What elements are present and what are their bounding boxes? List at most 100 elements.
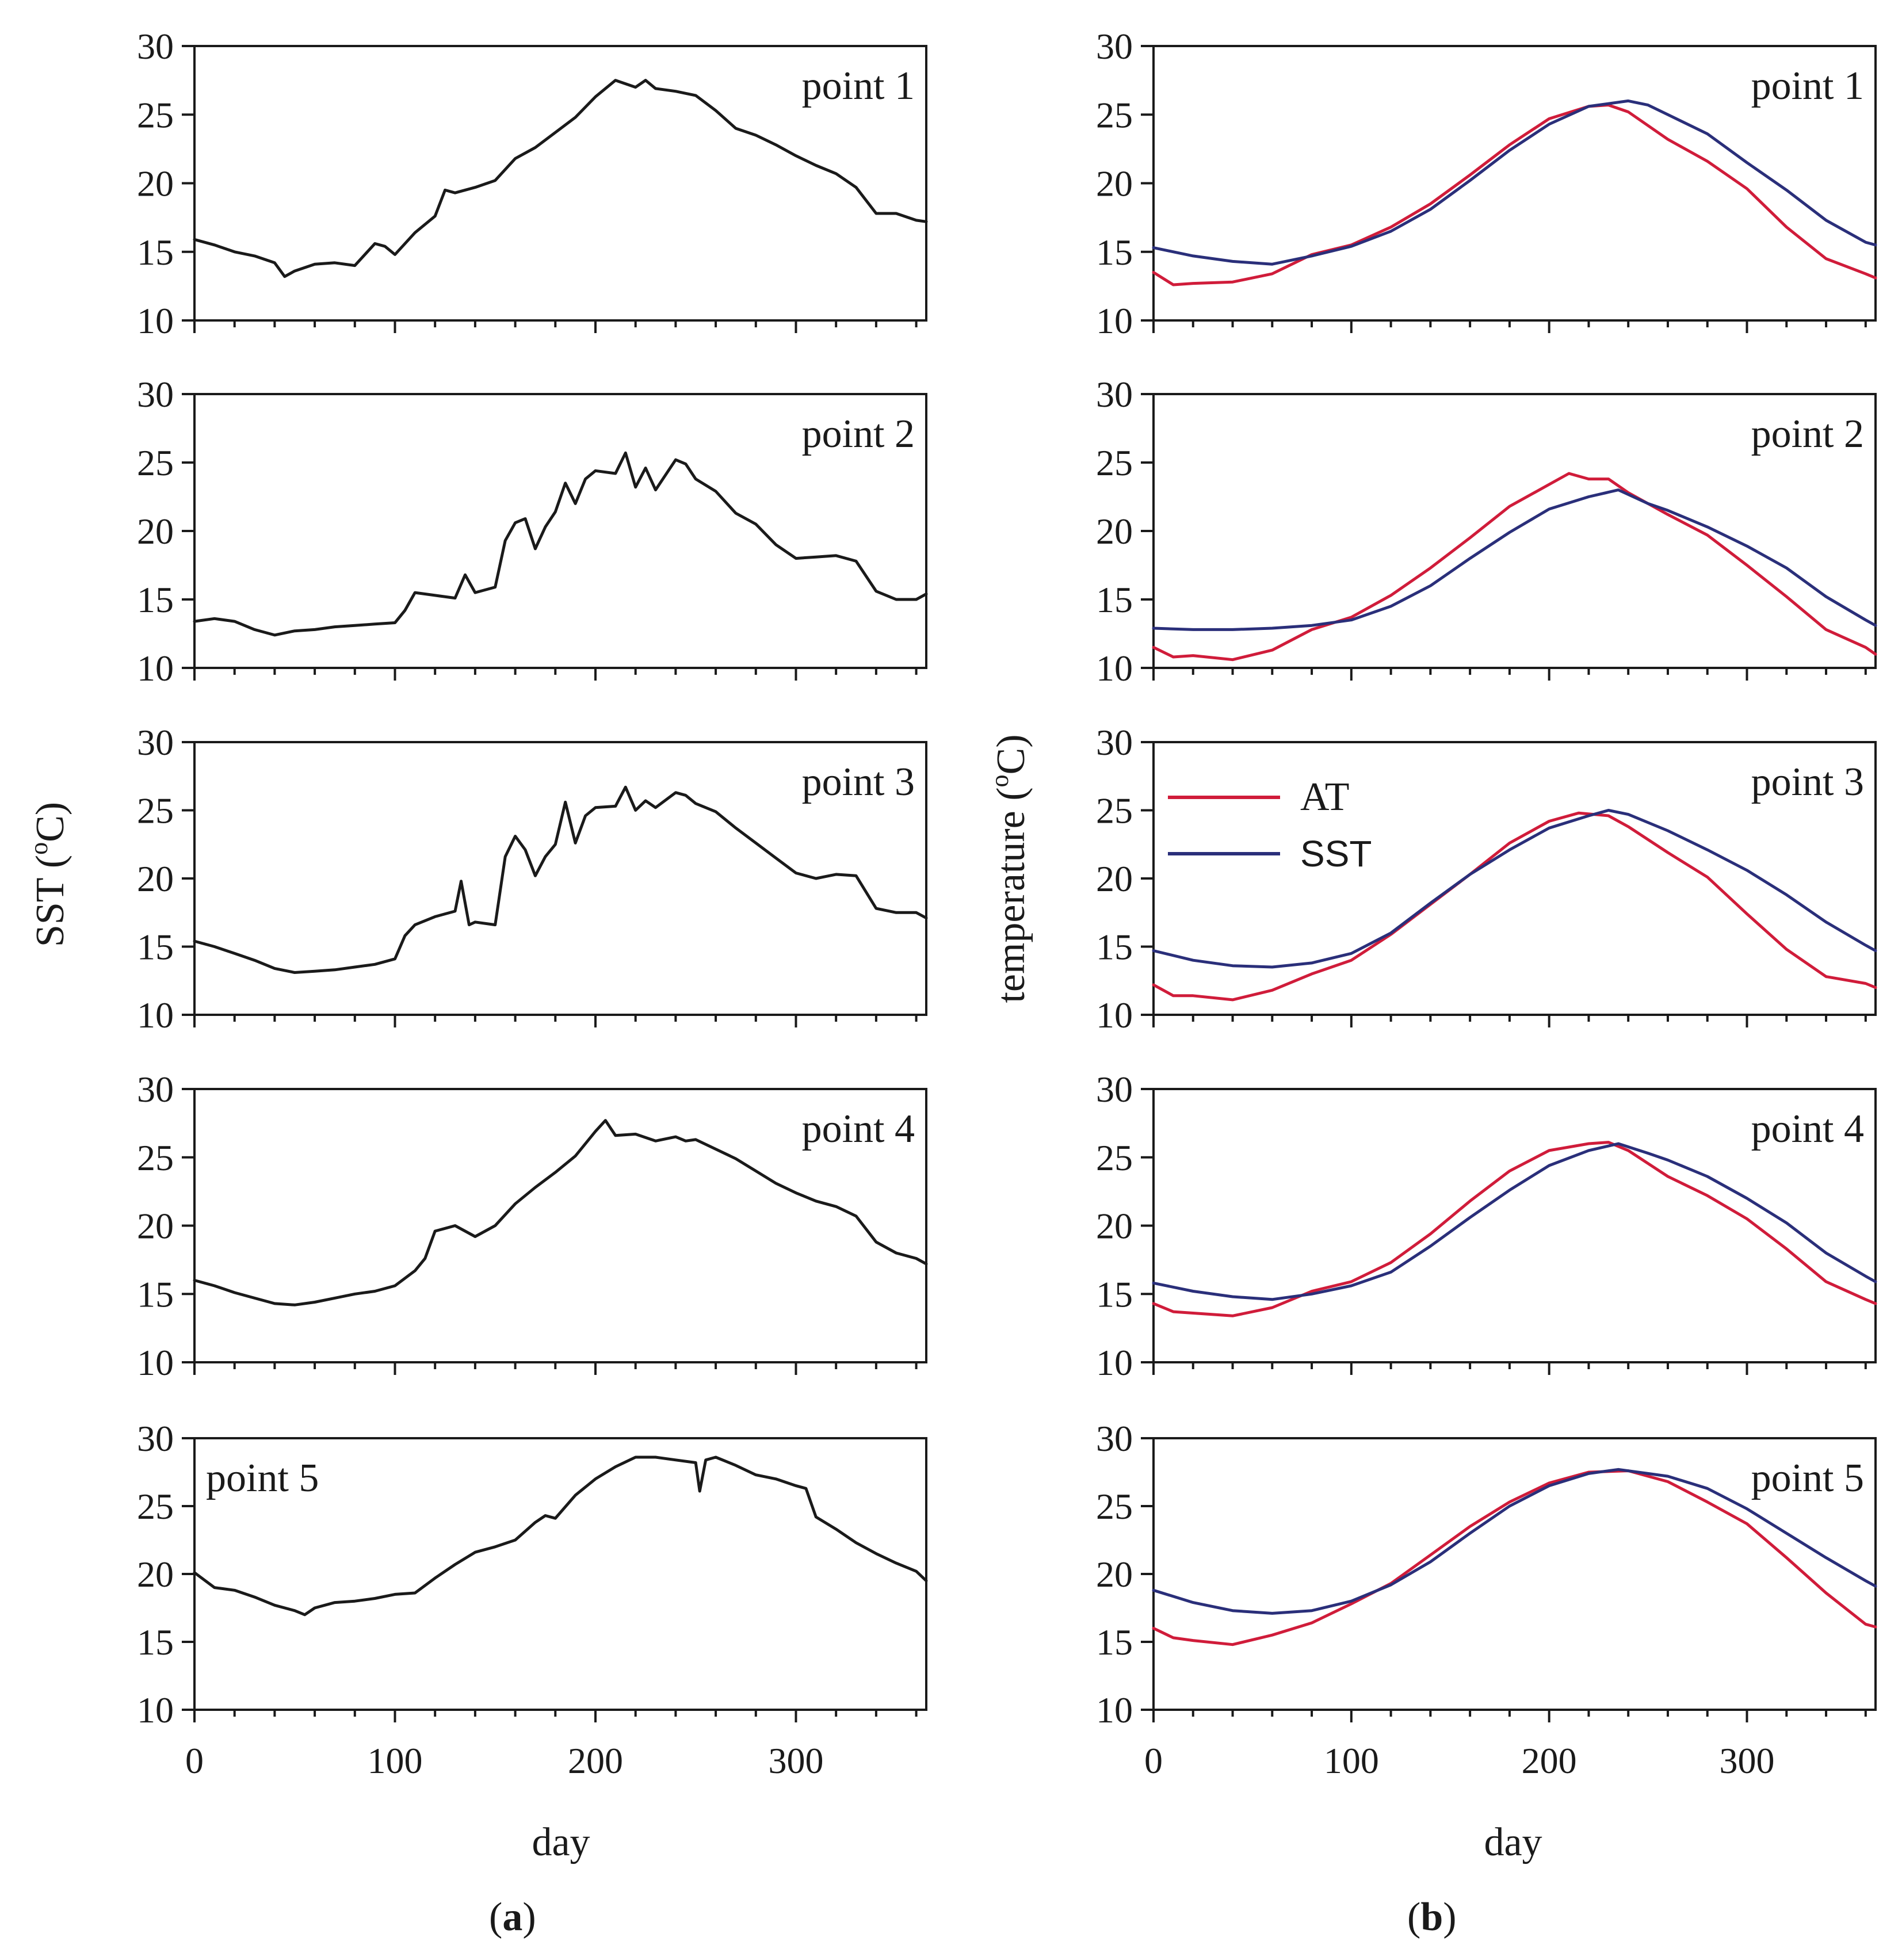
- x-tick-label: 200: [568, 1740, 623, 1781]
- panel-label: point 3: [802, 760, 915, 804]
- y-tick-label: 30: [137, 26, 174, 67]
- y-tick-label: 20: [1096, 858, 1133, 899]
- panel-label: point 1: [802, 64, 915, 108]
- series-line-at: [1152, 811, 1877, 1002]
- series-line-sst: [1152, 488, 1877, 631]
- y-tick-label: 20: [1096, 163, 1133, 204]
- series-line-sst: [1152, 1468, 1877, 1615]
- series-line-sst: [1152, 809, 1877, 969]
- y-axis-title-a: SST (oC): [25, 802, 72, 947]
- y-tick-label: 20: [137, 1206, 174, 1247]
- y-tick-label: 10: [137, 648, 174, 689]
- y-tick-label: 10: [1096, 300, 1133, 341]
- y-tick-label: 15: [137, 232, 174, 273]
- y-tick-label: 10: [137, 300, 174, 341]
- y-tick-label: 15: [1096, 232, 1133, 273]
- y-tick-label: 30: [1096, 722, 1133, 763]
- y-tick-label: 10: [137, 995, 174, 1036]
- y-tick-label: 25: [1096, 1486, 1133, 1527]
- panel-a-2: 10 15 20 25 30 point 2: [137, 374, 928, 689]
- y-tick-label: 25: [137, 94, 174, 135]
- y-tick-label: 20: [1096, 511, 1133, 552]
- panel-a-4: 10 15 20 25 30 point 4: [137, 1069, 928, 1383]
- x-tick-label: 200: [1522, 1740, 1577, 1781]
- panel-a-3: 10 15 20 25 30 point 3: [137, 722, 928, 1036]
- panel-label: point 3: [1751, 760, 1864, 804]
- panel-b-3: 10 15 20 25 30 point 3: [1096, 722, 1877, 1036]
- y-tick-label: 25: [137, 1486, 174, 1527]
- x-tick-label: 300: [1720, 1740, 1775, 1781]
- x-tick-label: 100: [1324, 1740, 1379, 1781]
- series-line-at: [1152, 472, 1877, 662]
- legend-label-at: AT: [1300, 775, 1350, 819]
- y-tick-label: 30: [137, 1418, 174, 1459]
- panel-b-1: 10 15 20 25 30 point 1: [1096, 26, 1877, 341]
- y-tick-label: 25: [137, 1137, 174, 1178]
- y-tick-label: 25: [137, 790, 174, 831]
- y-tick-label: 10: [137, 1342, 174, 1383]
- y-tick-label: 10: [1096, 995, 1133, 1036]
- series-line-sst: [193, 1455, 928, 1617]
- y-tick-label: 20: [137, 858, 174, 899]
- panel-b-2: 10 15 20 25 30 point 2: [1096, 374, 1877, 689]
- x-tick-label: 300: [768, 1740, 823, 1781]
- y-tick-label: 20: [1096, 1206, 1133, 1247]
- x-tick-label: 0: [185, 1740, 204, 1781]
- y-axis-title-b: temperature (oC): [986, 734, 1033, 1003]
- y-tick-label: 15: [137, 1274, 174, 1315]
- y-tick-label: 30: [137, 374, 174, 415]
- panel-label: point 4: [802, 1107, 915, 1151]
- y-tick-label: 10: [1096, 1690, 1133, 1730]
- series-line-sst: [1152, 99, 1877, 266]
- panel-b-4: 10 15 20 25 30 point 4: [1096, 1069, 1877, 1383]
- y-tick-label: 10: [137, 1690, 174, 1730]
- y-tick-label: 30: [137, 722, 174, 763]
- series-line-at: [1152, 104, 1877, 286]
- series-line-sst: [193, 451, 928, 637]
- y-tick-label: 30: [137, 1069, 174, 1110]
- chart-b: 10 15 20 25 30 point 1 10 15 20 25 30 point 2 10 15 20…: [1096, 26, 1877, 1781]
- panel-label: point 2: [1751, 412, 1864, 456]
- y-tick-label: 10: [1096, 1342, 1133, 1383]
- y-tick-label: 25: [1096, 790, 1133, 831]
- y-tick-label: 20: [1096, 1554, 1133, 1595]
- y-tick-label: 25: [1096, 1137, 1133, 1178]
- y-tick-label: 30: [1096, 1069, 1133, 1110]
- x-axis-title-a: day: [532, 1820, 590, 1865]
- x-axis-title-b: day: [1484, 1820, 1542, 1865]
- legend-label-sst: SST: [1300, 833, 1372, 874]
- y-tick-label: 20: [137, 1554, 174, 1595]
- legend: AT SST: [1168, 775, 1372, 874]
- panel-label: point 2: [802, 412, 915, 456]
- y-tick-label: 10: [1096, 648, 1133, 689]
- panel-a-1: 10 15 20 25 30 point 1: [137, 26, 928, 341]
- series-line-sst: [193, 785, 928, 974]
- panel-label: point 1: [1751, 64, 1864, 108]
- y-tick-label: 25: [1096, 442, 1133, 483]
- panel-label: point 5: [206, 1456, 319, 1500]
- y-tick-label: 25: [1096, 94, 1133, 135]
- y-tick-label: 15: [137, 1622, 174, 1663]
- y-tick-label: 30: [1096, 1418, 1133, 1459]
- caption-b: (b): [1407, 1895, 1457, 1939]
- series-line-sst: [1152, 1142, 1877, 1301]
- y-tick-label: 15: [1096, 579, 1133, 620]
- y-tick-label: 15: [137, 927, 174, 968]
- y-tick-label: 30: [1096, 26, 1133, 67]
- y-tick-label: 20: [137, 511, 174, 552]
- panel-label: point 5: [1751, 1456, 1864, 1500]
- series-line-at: [1152, 1141, 1877, 1317]
- y-tick-label: 20: [137, 163, 174, 204]
- y-tick-label: 15: [1096, 1622, 1133, 1663]
- caption-a: (a): [489, 1895, 536, 1939]
- series-line-at: [1152, 1469, 1877, 1646]
- series-line-sst: [193, 1119, 928, 1306]
- panel-label: point 4: [1751, 1107, 1864, 1151]
- y-tick-label: 15: [1096, 1274, 1133, 1315]
- y-tick-label: 15: [137, 579, 174, 620]
- chart-a: 10 15 20 25 30 point 1 10 15 20 25 30 point 2 10 15 20…: [137, 26, 928, 1781]
- y-tick-label: 25: [137, 442, 174, 483]
- series-line-sst: [193, 79, 928, 278]
